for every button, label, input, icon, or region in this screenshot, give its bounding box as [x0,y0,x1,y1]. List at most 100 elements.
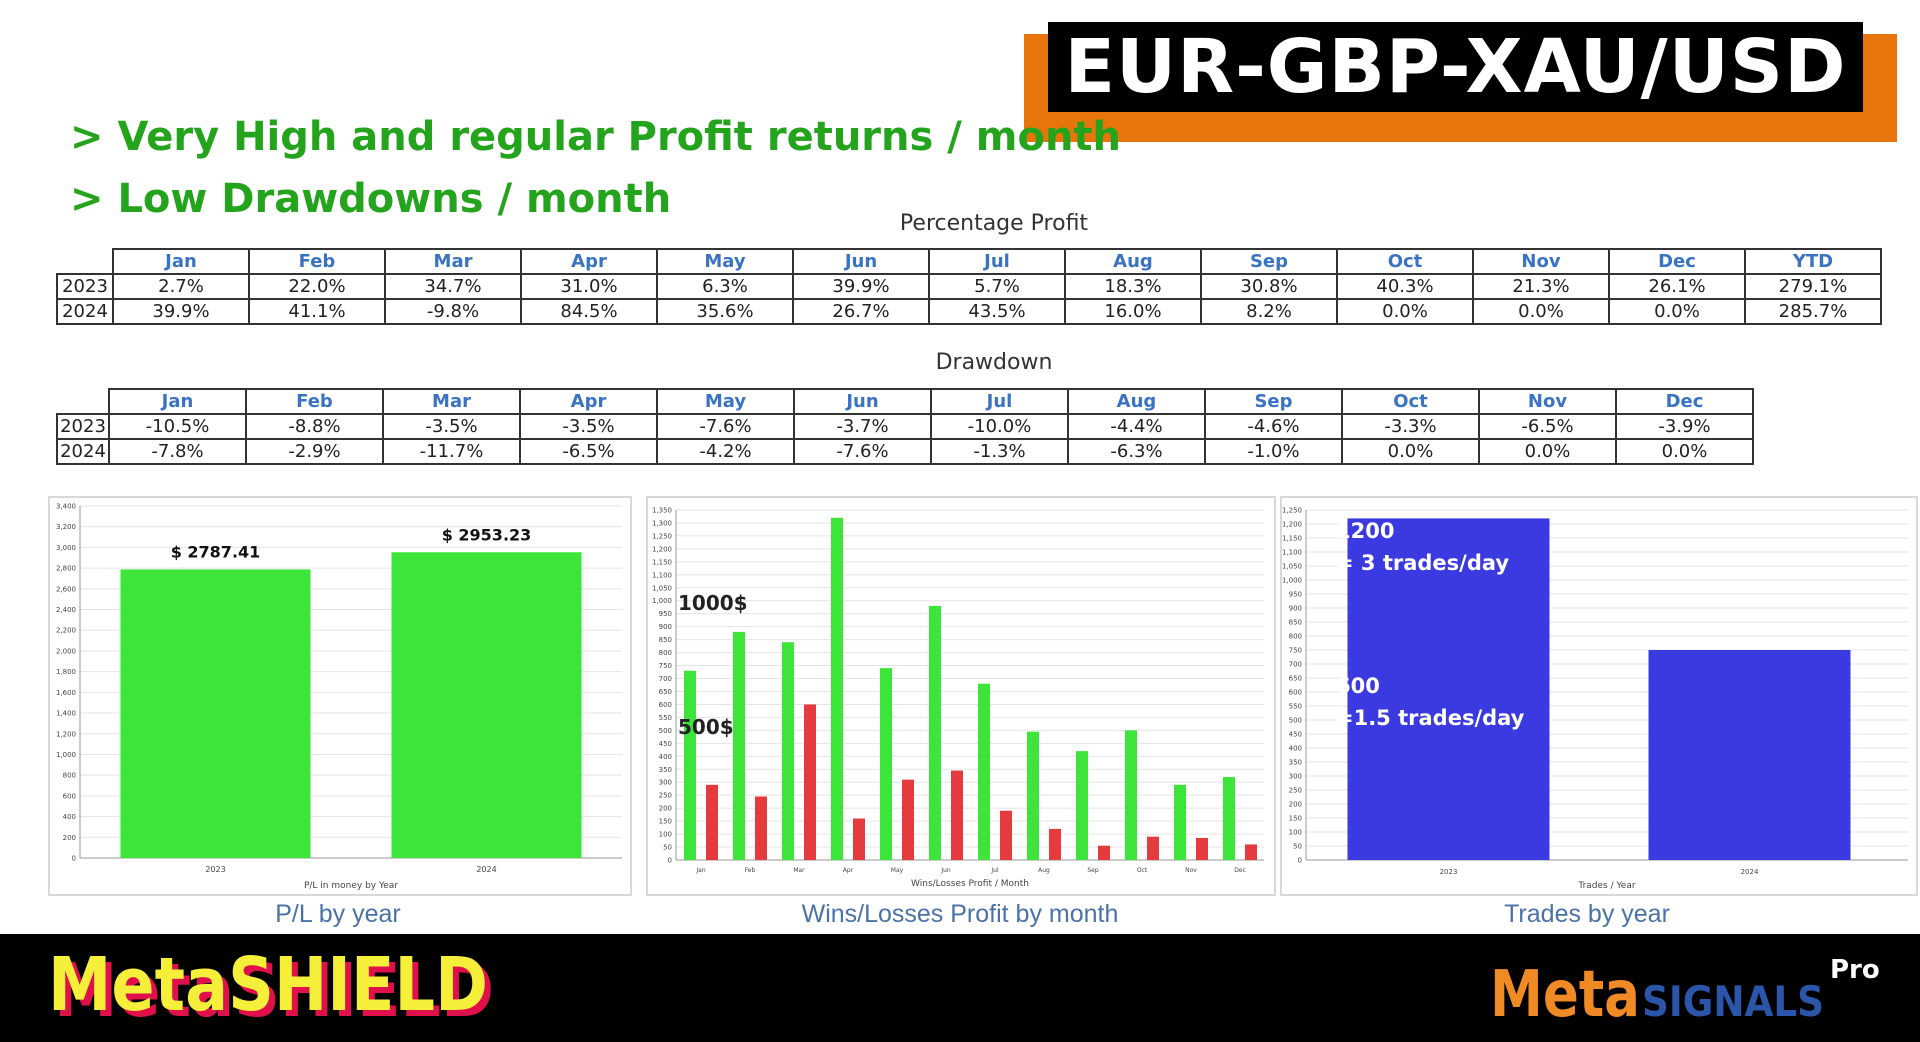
table-cell: 39.9% [112,298,250,325]
y-tick-label: 1,100 [652,571,672,579]
table-cell: 35.6% [656,298,794,325]
y-tick-label: 2,400 [56,606,76,614]
y-tick-label: 1,050 [652,584,672,592]
svg-text:Pro: Pro [1830,955,1880,985]
win-bar-Jan [684,670,696,860]
table-cell: -10.0% [930,413,1069,440]
y-tick-label: 350 [1289,759,1302,767]
x-axis-label: Wins/Losses Profit / Month [911,879,1029,889]
x-axis-label: P/L in money by Year [304,881,398,891]
win-bar-Sep [1076,751,1088,860]
y-tick-label: 1,200 [652,545,672,553]
win-bar-Mar [782,642,794,860]
percentage-profit-title: Percentage Profit [899,211,1089,236]
table-row: 2023 -10.5% -8.8% -3.5% -3.5% -7.6% -3.7% -10.0… [56,413,1754,440]
title-banner [1048,22,1863,112]
y-tick-label: 450 [659,740,672,748]
svg-text:MetaSHIELD: MetaSHIELD [54,948,494,1028]
y-tick-label: 250 [1289,787,1302,795]
y-tick-label: 150 [1289,815,1302,823]
y-tick-label: 600 [1289,689,1302,697]
footer-bar [0,934,1920,1042]
table-cell: -6.5% [519,438,658,465]
column-header: Jan [112,248,250,275]
loss-bar-Nov [1196,837,1208,860]
table-row: 2024 39.9% 41.1% -9.8% 84.5% 35.6% 26.7% 43.5% 1… [56,298,1882,325]
column-header: Jul [930,388,1069,415]
y-tick-label: 1,000 [1282,577,1302,585]
loss-bar-Jul [1000,810,1012,860]
column-header: Feb [248,248,386,275]
loss-bar-Apr [853,818,865,860]
loss-bar-Feb [755,796,767,860]
page-title: EUR-GBP-XAU/USD [1064,24,1847,110]
column-header: Oct [1336,248,1474,275]
bar-2024 [1648,650,1851,860]
column-header: YTD [1744,248,1882,275]
y-tick-label: 100 [659,831,672,839]
table-cell: 22.0% [248,273,386,300]
y-tick-label: 950 [659,610,672,618]
trades-by-year-caption: Trades by year [1504,900,1670,928]
x-tick-label: May [891,867,904,874]
win-bar-Jul [978,683,990,860]
bullet-low-drawdowns: > Low Drawdowns / month [70,176,672,222]
y-tick-label: 1,050 [1282,563,1302,571]
column-header: Sep [1204,388,1343,415]
y-tick-label: 700 [1289,661,1302,669]
y-tick-label: 850 [659,636,672,644]
annotation-1-5-trades-day: =1.5 trades/day [1336,706,1525,730]
y-tick-label: 1,300 [652,519,672,527]
row-year: 2024 [56,438,110,465]
y-tick-label: 500 [1289,717,1302,725]
table-row: 2024 -7.8% -2.9% -11.7% -6.5% -4.2% -7.6% -1.3%… [56,438,1754,465]
loss-bar-Sep [1098,845,1110,860]
table-cell: -6.5% [1478,413,1617,440]
table-cell: -4.4% [1067,413,1206,440]
bullet-profit-returns: > Very High and regular Profit returns /… [70,114,1122,160]
y-tick-label: 1,600 [56,689,76,697]
table-cell: -3.5% [519,413,658,440]
table-cell: -3.7% [793,413,932,440]
table-cell: -9.8% [384,298,522,325]
table-cell: 0.0% [1608,298,1746,325]
table-cell: 21.3% [1472,273,1610,300]
y-tick-label: 1,350 [652,507,672,515]
win-bar-May [880,668,892,860]
trades-by-year-panel: 0 50 100 150 200 250 300 350 400 450 500 550 600 650 7… [1280,496,1918,896]
table-cell: -7.8% [108,438,247,465]
svg-text:MetaSHIELD: MetaSHIELD [48,946,488,1028]
y-tick-label: 200 [1289,801,1302,809]
y-tick-label: 150 [659,818,672,826]
column-header: Dec [1608,248,1746,275]
y-tick-label: 1,250 [1282,507,1302,515]
x-tick-label: Apr [843,867,854,874]
column-header: May [656,388,795,415]
y-tick-label: 650 [659,688,672,696]
y-tick-label: 2,200 [56,627,76,635]
y-tick-label: 200 [659,805,672,813]
column-header: Aug [1064,248,1202,275]
loss-bar-May [902,779,914,860]
y-tick-label: 0 [668,857,672,865]
column-header: May [656,248,794,275]
y-tick-label: 1,200 [56,730,76,738]
x-tick-label: 2024 [476,865,496,874]
table-cell: 31.0% [520,273,658,300]
y-tick-label: 1,800 [56,668,76,676]
column-header: Nov [1472,248,1610,275]
bar-2024 [391,552,582,858]
x-tick-label: 2023 [1440,868,1458,876]
y-tick-label: 700 [659,675,672,683]
y-tick-label: 400 [659,753,672,761]
annotation-1200: 1200 [1336,519,1394,543]
metasignals-pro-logo: Meta SIGNALS Pro [1490,955,1880,1028]
y-tick-label: 50 [1293,843,1302,851]
y-tick-label: 350 [659,766,672,774]
table-cell: 18.3% [1064,273,1202,300]
loss-bar-Jan [706,784,718,860]
metashield-logo: MetaSHIELD MetaSHIELD [48,946,494,1028]
x-tick-label: Jun [940,867,951,874]
table-cell: 0.0% [1478,438,1617,465]
table-cell: 0.0% [1336,298,1474,325]
